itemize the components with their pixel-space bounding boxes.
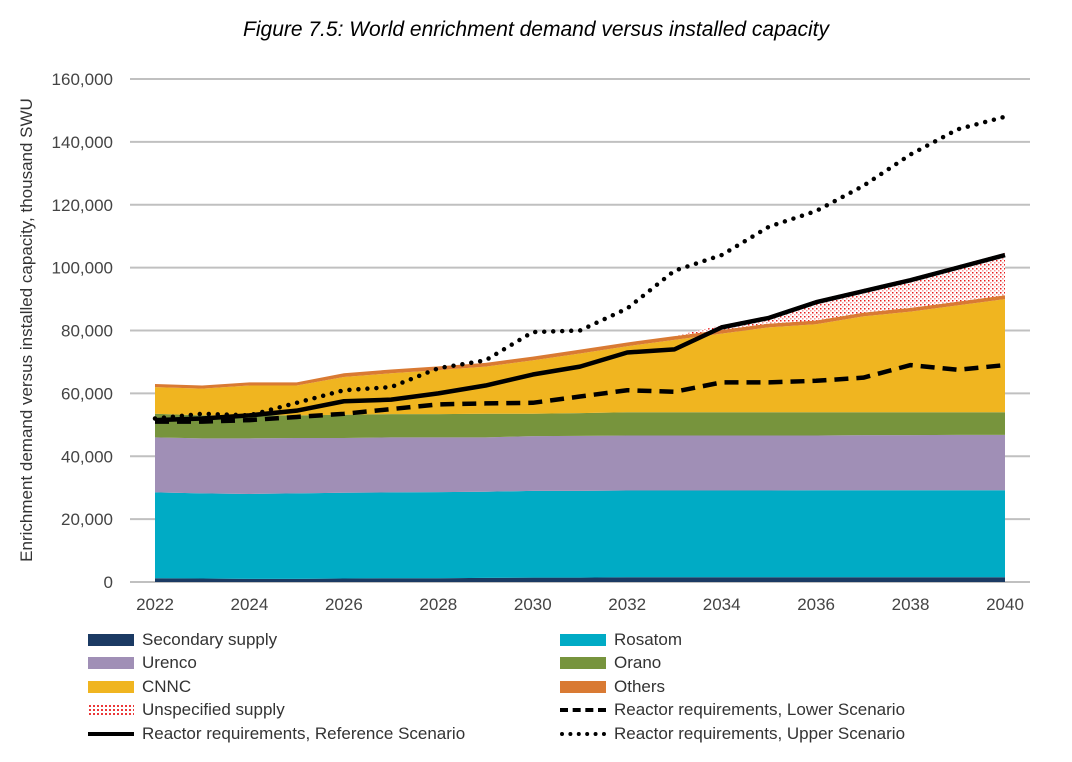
x-tick-label: 2026 bbox=[325, 595, 363, 614]
x-tick-label: 2038 bbox=[892, 595, 930, 614]
legend-item: Others bbox=[560, 675, 980, 699]
chart-title: Figure 7.5: World enrichment demand vers… bbox=[243, 18, 829, 41]
legend-swatch bbox=[88, 704, 134, 717]
y-tick-label: 140,000 bbox=[52, 133, 113, 152]
legend-swatch bbox=[560, 633, 606, 646]
legend-item: CNNC bbox=[88, 675, 560, 699]
legend-item: Orano bbox=[560, 652, 980, 676]
y-tick-label: 80,000 bbox=[61, 322, 113, 341]
x-tick-label: 2040 bbox=[986, 595, 1024, 614]
legend-label: Orano bbox=[614, 653, 662, 673]
legend-item: Reactor requirements, Reference Scenario bbox=[88, 722, 560, 746]
y-tick-label: 160,000 bbox=[52, 70, 113, 89]
y-tick-label: 100,000 bbox=[52, 259, 113, 278]
area-urenco bbox=[155, 434, 1005, 494]
x-tick-label: 2032 bbox=[608, 595, 646, 614]
chart-plot: 0 20,000 40,000 60,000 80,000 100,000 120,000 1… bbox=[17, 70, 1030, 614]
legend-swatch bbox=[88, 680, 134, 693]
legend-swatch bbox=[88, 731, 134, 736]
legend-item: Reactor requirements, Upper Scenario bbox=[560, 722, 980, 746]
legend-label: CNNC bbox=[142, 676, 192, 696]
x-tick-label: 2024 bbox=[231, 595, 269, 614]
legend-label: Unspecified supply bbox=[142, 700, 285, 720]
area-cnnc bbox=[155, 299, 1005, 416]
line-solid-scenario bbox=[154, 252, 1006, 423]
legend-swatch bbox=[560, 708, 606, 713]
x-tick-label: 2034 bbox=[703, 595, 741, 614]
y-tick-label: 20,000 bbox=[61, 510, 113, 529]
x-tick-label: 2036 bbox=[797, 595, 835, 614]
legend-item: Secondary supply bbox=[88, 628, 560, 652]
line-dotted-scenario bbox=[152, 114, 1008, 421]
y-tick-label: 40,000 bbox=[61, 447, 113, 466]
legend-item: Urenco bbox=[88, 652, 560, 676]
y-tick-label: 0 bbox=[104, 573, 113, 592]
line-dashed-scenario bbox=[155, 362, 1006, 424]
legend-label: Reactor requirements, Reference Scenario bbox=[142, 723, 466, 743]
legend-swatch bbox=[560, 657, 606, 670]
legend-item: Unspecified supply bbox=[88, 699, 560, 723]
legend-label: Urenco bbox=[142, 653, 197, 673]
legend-label: Others bbox=[614, 676, 666, 696]
legend-swatch bbox=[560, 731, 606, 736]
x-tick-label: 2022 bbox=[136, 595, 174, 614]
legend-label: Reactor requirements, Upper Scenario bbox=[614, 723, 906, 743]
area-secondary-supply bbox=[155, 577, 1005, 582]
legend-item: Reactor requirements, Lower Scenario bbox=[560, 699, 980, 723]
legend-item: Rosatom bbox=[560, 628, 980, 652]
y-tick-label: 120,000 bbox=[52, 196, 113, 215]
legend-swatch bbox=[560, 680, 606, 693]
legend-label: Rosatom bbox=[614, 629, 683, 649]
x-tick-label: 2030 bbox=[514, 595, 552, 614]
legend-swatch bbox=[88, 633, 134, 646]
area-orano bbox=[155, 412, 1005, 439]
legend: Secondary supply Rosatom Urenco Orano CNNC Ot… bbox=[88, 628, 988, 746]
y-tick-label: 60,000 bbox=[61, 384, 113, 403]
legend-label: Reactor requirements, Lower Scenario bbox=[614, 700, 906, 720]
x-tick-label: 2028 bbox=[419, 595, 457, 614]
y-axis-label: Enrichment demand versus installed capac… bbox=[17, 98, 36, 562]
legend-label: Secondary supply bbox=[142, 629, 278, 649]
legend-swatch bbox=[88, 657, 134, 670]
area-rosatom bbox=[155, 490, 1005, 579]
